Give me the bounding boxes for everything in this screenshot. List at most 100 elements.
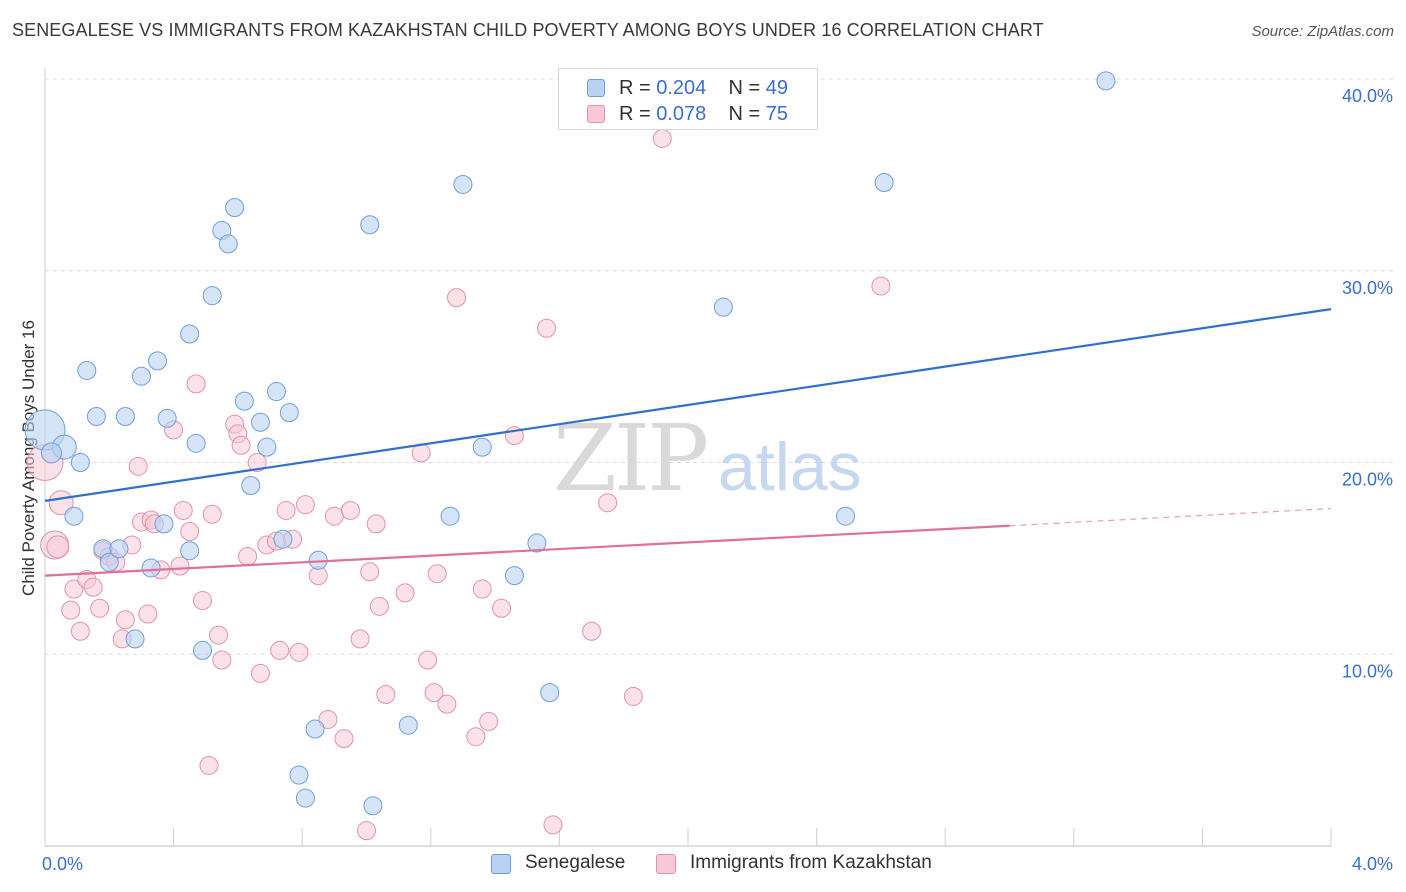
point-kazakhstan <box>395 583 415 603</box>
trend-line-senegalese <box>44 308 1332 502</box>
point-senegalese <box>874 173 894 193</box>
point-kazakhstan <box>173 500 193 520</box>
legend-swatch-senegalese <box>587 79 605 97</box>
point-kazakhstan <box>366 514 386 534</box>
point-kazakhstan <box>64 579 84 599</box>
point-kazakhstan <box>598 493 618 513</box>
point-senegalese <box>273 529 293 549</box>
point-kazakhstan <box>83 577 103 597</box>
point-kazakhstan <box>276 500 296 520</box>
point-kazakhstan <box>424 683 444 703</box>
point-kazakhstan <box>340 500 360 520</box>
point-senegalese <box>360 215 380 235</box>
bottom-legend-swatch-kazakhstan <box>656 854 676 874</box>
point-kazakhstan <box>209 625 229 645</box>
point-senegalese <box>540 683 560 703</box>
point-kazakhstan <box>212 650 232 670</box>
point-kazakhstan <box>447 288 467 308</box>
point-senegalese <box>440 506 460 526</box>
point-kazakhstan <box>231 435 251 455</box>
point-senegalese <box>193 640 213 660</box>
point-kazakhstan <box>170 556 190 576</box>
y-tick-label: 20.0% <box>1342 470 1393 490</box>
point-senegalese <box>77 360 97 380</box>
bottom-legend-swatch-senegalese <box>491 854 511 874</box>
point-senegalese <box>125 629 145 649</box>
point-kazakhstan <box>350 629 370 649</box>
point-senegalese <box>154 514 174 534</box>
legend-r-value: 0.078 <box>656 103 707 125</box>
point-senegalese <box>234 391 254 411</box>
source-label: Source: ZipAtlas.com <box>1251 23 1394 40</box>
point-senegalese <box>157 408 177 428</box>
trend-line-kazakhstan <box>44 524 1010 577</box>
point-senegalese <box>70 453 90 472</box>
point-kazakhstan <box>202 504 222 524</box>
point-kazakhstan <box>334 729 354 749</box>
legend-swatch-kazakhstan <box>587 105 605 123</box>
legend-n-label: N = <box>728 77 761 99</box>
point-senegalese <box>1096 71 1116 91</box>
point-kazakhstan <box>369 596 389 616</box>
point-kazakhstan <box>418 650 438 670</box>
point-kazakhstan <box>871 276 891 296</box>
tick-labels: 10.0% 20.0% 30.0% 40.0% 0.0% 4.0% <box>42 86 1393 874</box>
point-kazakhstan <box>250 663 270 683</box>
point-kazakhstan <box>180 522 200 542</box>
point-kazakhstan <box>247 453 267 472</box>
point-kazakhstan <box>138 604 158 624</box>
legend-n-value: 49 <box>765 77 789 99</box>
point-senegalese <box>713 297 733 317</box>
point-senegalese <box>241 476 261 496</box>
point-senegalese <box>131 366 151 386</box>
point-senegalese <box>472 437 492 457</box>
point-senegalese <box>266 382 286 402</box>
legend-n-value: 75 <box>765 103 789 125</box>
point-kazakhstan <box>492 598 512 618</box>
point-senegalese <box>86 406 106 426</box>
point-kazakhstan <box>466 727 486 747</box>
point-senegalese <box>279 403 299 423</box>
point-senegalese <box>141 558 161 578</box>
point-senegalese <box>186 433 206 453</box>
point-senegalese <box>504 566 524 586</box>
watermark: ZIP atlas <box>553 405 862 512</box>
point-kazakhstan <box>479 711 499 731</box>
point-senegalese <box>836 506 856 526</box>
chart-title: SENEGALESE VS IMMIGRANTS FROM KAZAKHSTAN… <box>12 20 1044 40</box>
grid-lines <box>45 78 1394 655</box>
series-senegalese-points <box>24 71 1116 816</box>
point-kazakhstan <box>318 709 338 729</box>
point-kazakhstan <box>472 579 492 599</box>
trend-line-kazakhstan-extension <box>1009 507 1332 527</box>
point-kazakhstan <box>357 821 376 841</box>
point-kazakhstan <box>324 506 344 526</box>
legend-n-label: N = <box>728 103 761 125</box>
point-kazakhstan <box>115 610 135 630</box>
point-senegalese <box>202 286 222 306</box>
point-kazakhstan <box>582 621 602 641</box>
point-kazakhstan <box>427 564 447 584</box>
point-senegalese <box>218 234 238 254</box>
point-kazakhstan <box>270 640 290 660</box>
point-senegalese <box>115 406 135 426</box>
y-tick-label: 10.0% <box>1342 661 1393 681</box>
point-senegalese <box>225 197 245 217</box>
point-kazakhstan <box>238 546 258 566</box>
watermark-zip: ZIP <box>553 405 706 512</box>
point-senegalese <box>40 442 62 464</box>
point-kazakhstan <box>186 374 206 394</box>
legend-r-label: R = <box>619 77 651 99</box>
point-senegalese <box>148 351 168 371</box>
point-kazakhstan <box>537 318 557 338</box>
point-senegalese <box>64 506 84 526</box>
point-kazakhstan <box>70 621 90 641</box>
stats-legend: R = 0.204 N = 49 R = 0.078 N = 75 <box>558 68 818 130</box>
point-senegalese <box>305 719 325 739</box>
point-senegalese <box>398 715 418 735</box>
series-kazakhstan-points <box>26 128 891 841</box>
point-senegalese <box>180 324 200 344</box>
point-kazakhstan <box>360 562 380 582</box>
point-kazakhstan <box>199 755 219 775</box>
point-kazakhstan <box>193 591 213 611</box>
